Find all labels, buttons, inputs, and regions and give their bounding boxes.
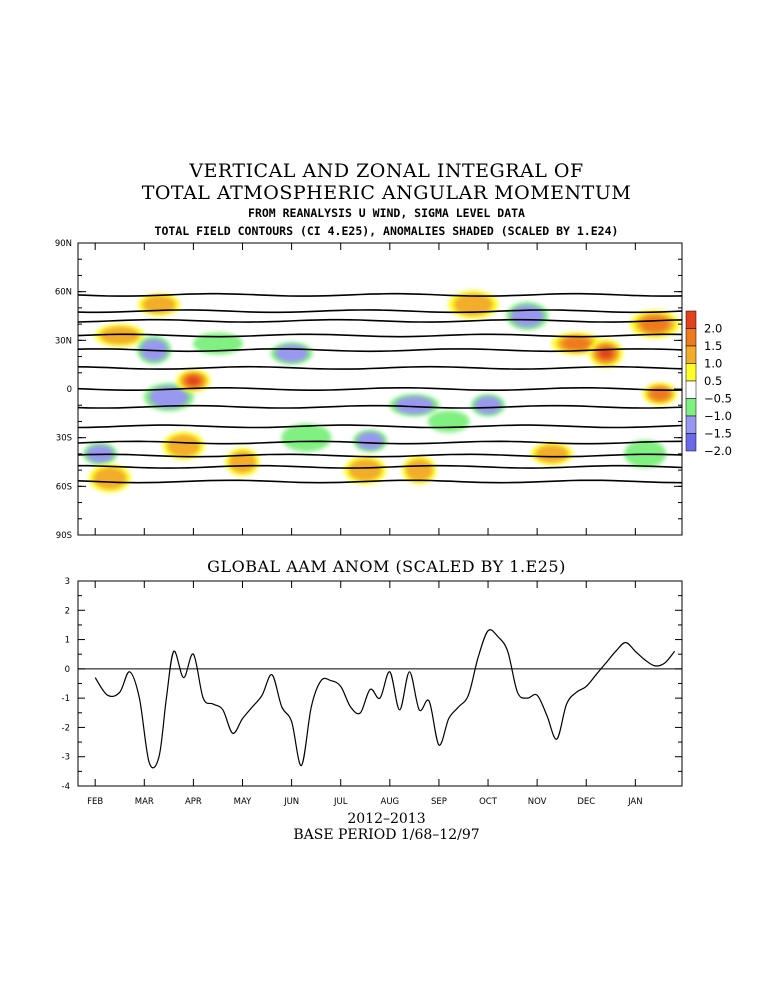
line-chart-title: GLOBAL AAM ANOM (SCALED BY 1.E25): [207, 557, 566, 576]
contour-line: [78, 464, 682, 469]
y-tick-label: 2: [65, 606, 70, 616]
contour-line: [78, 479, 682, 484]
y-tick-label: 0: [65, 665, 70, 675]
colorbar-label: −2.0: [704, 444, 732, 458]
colorbar-swatch: [685, 328, 697, 347]
aam-anomaly-series-line: [94, 629, 676, 769]
chart-title-line2: TOTAL ATMOSPHERIC ANGULAR MOMENTUM: [141, 182, 632, 204]
anomaly-blob: [474, 396, 502, 415]
x-tick-label: DEC: [577, 797, 595, 807]
x-tick-label: JUN: [283, 797, 299, 807]
anomaly-blob: [281, 423, 332, 452]
y-tick-label: -1: [62, 694, 70, 704]
colorbar-swatch: [685, 433, 697, 452]
anomaly-blob: [394, 396, 434, 415]
anomaly-blob: [167, 434, 201, 457]
anomaly-blob: [510, 305, 544, 327]
lat-tick-label: 90S: [56, 531, 72, 541]
anomaly-blob: [186, 376, 200, 386]
contour-line: [78, 333, 682, 338]
aam-line-chart: 3 2 1 0 -1 -2 -3 -4 FEB MAR APR MAY JUN JUL AUG SEP OCT N…: [62, 577, 683, 807]
lat-tick-label: 0: [67, 385, 72, 395]
anomaly-blob: [192, 332, 243, 355]
anomaly-shading: [83, 290, 680, 493]
base-period-label: BASE PERIOD 1/68–12/97: [293, 827, 480, 843]
x-tick-label: JUL: [333, 797, 348, 807]
anomaly-blob: [93, 467, 127, 490]
colorbar-swatch: [685, 380, 697, 399]
contour-line: [78, 365, 682, 370]
contour-line: [78, 387, 682, 392]
anomaly-blob: [100, 326, 140, 345]
anomaly-blob: [348, 459, 382, 482]
colorbar-swatch: [685, 398, 697, 417]
anomaly-blob: [453, 293, 493, 316]
lat-tick-label: 30N: [55, 336, 72, 346]
contour-line: [78, 453, 682, 458]
lat-tick-label: 30S: [56, 434, 72, 444]
total-field-contours: [78, 292, 682, 484]
colorbar-label: 1.0: [704, 357, 722, 371]
anomaly-blob: [356, 432, 384, 450]
colorbar-swatch: [685, 415, 697, 434]
contour-line: [78, 309, 682, 314]
contour-line: [78, 440, 682, 445]
anomaly-blob: [275, 344, 309, 363]
year-label: 2012–2013: [347, 811, 426, 827]
anomaly-blob: [142, 295, 176, 314]
colorbar-label: 1.5: [704, 339, 722, 353]
colorbar-swatch: [685, 363, 697, 382]
y-tick-label: -3: [62, 753, 70, 763]
chart-subtitle-2: TOTAL FIELD CONTOURS (CI 4.E25), ANOMALI…: [154, 224, 619, 238]
x-tick-label: JAN: [627, 797, 643, 807]
x-tick-label: OCT: [479, 797, 498, 807]
x-tick-label: AUG: [381, 797, 400, 807]
contour-line: [78, 292, 682, 297]
colorbar-swatch: [685, 345, 697, 364]
x-tick-label: MAY: [234, 797, 252, 807]
anomaly-blob: [535, 445, 569, 463]
heatmap-frame: 90N 60N 30N 0 30S 60S 90S: [55, 239, 683, 541]
anomaly-blob: [405, 459, 433, 482]
chart-subtitle-1: FROM REANALYSIS U WIND, SIGMA LEVEL DATA: [248, 206, 525, 220]
contour-line: [78, 348, 682, 353]
y-tick-label: -4: [62, 782, 70, 792]
contour-line: [78, 318, 682, 323]
anomaly-blob: [562, 337, 591, 351]
anomaly-blob: [427, 410, 470, 433]
chart-title-line1: VERTICAL AND ZONAL INTEGRAL OF: [189, 160, 584, 182]
x-tick-label: FEB: [87, 797, 103, 807]
y-tick-label: 3: [65, 577, 70, 587]
anomaly-blob: [149, 386, 189, 409]
x-tick-label: SEP: [431, 797, 447, 807]
anomaly-blob: [640, 316, 669, 333]
y-tick-label: 1: [65, 636, 70, 646]
colorbar-label: −0.5: [704, 392, 732, 406]
contour-line: [78, 404, 682, 409]
x-tick-label: MAR: [135, 797, 154, 807]
colorbar-swatch: [685, 310, 697, 329]
colorbar: 2.0 1.5 1.0 0.5 −0.5 −1.0 −1.5 −2.0: [685, 310, 732, 458]
x-tick-label: APR: [185, 797, 202, 807]
colorbar-label: 2.0: [704, 322, 722, 336]
lat-tick-label: 60N: [55, 288, 72, 298]
y-tick-label: -2: [62, 723, 70, 733]
colorbar-label: −1.0: [704, 409, 732, 423]
lat-tick-label: 90N: [55, 239, 72, 249]
lat-tick-label: 60S: [56, 482, 72, 492]
x-tick-label: NOV: [528, 797, 547, 807]
contour-line: [78, 424, 682, 429]
anomaly-blob: [599, 348, 613, 359]
colorbar-label: 0.5: [704, 374, 722, 388]
colorbar-label: −1.5: [704, 427, 732, 441]
